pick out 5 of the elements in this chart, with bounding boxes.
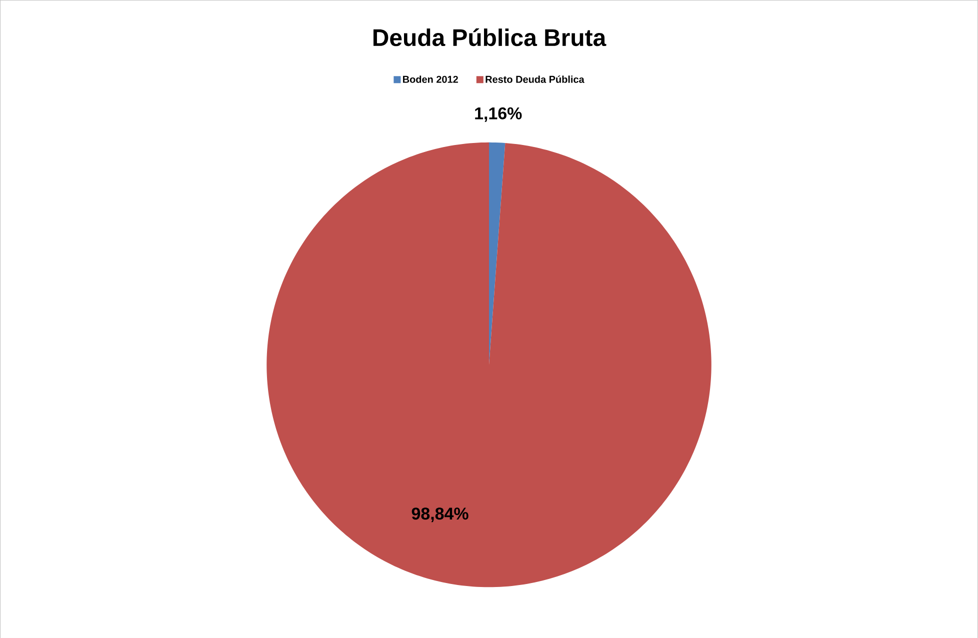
data-label: 98,84% bbox=[412, 507, 468, 522]
legend-label: Boden 2012 bbox=[403, 75, 458, 83]
chart-title: Deuda Pública Bruta bbox=[373, 28, 606, 46]
data-label: 1,16% bbox=[475, 107, 522, 122]
legend-label: Resto Deuda Pública bbox=[486, 75, 584, 83]
